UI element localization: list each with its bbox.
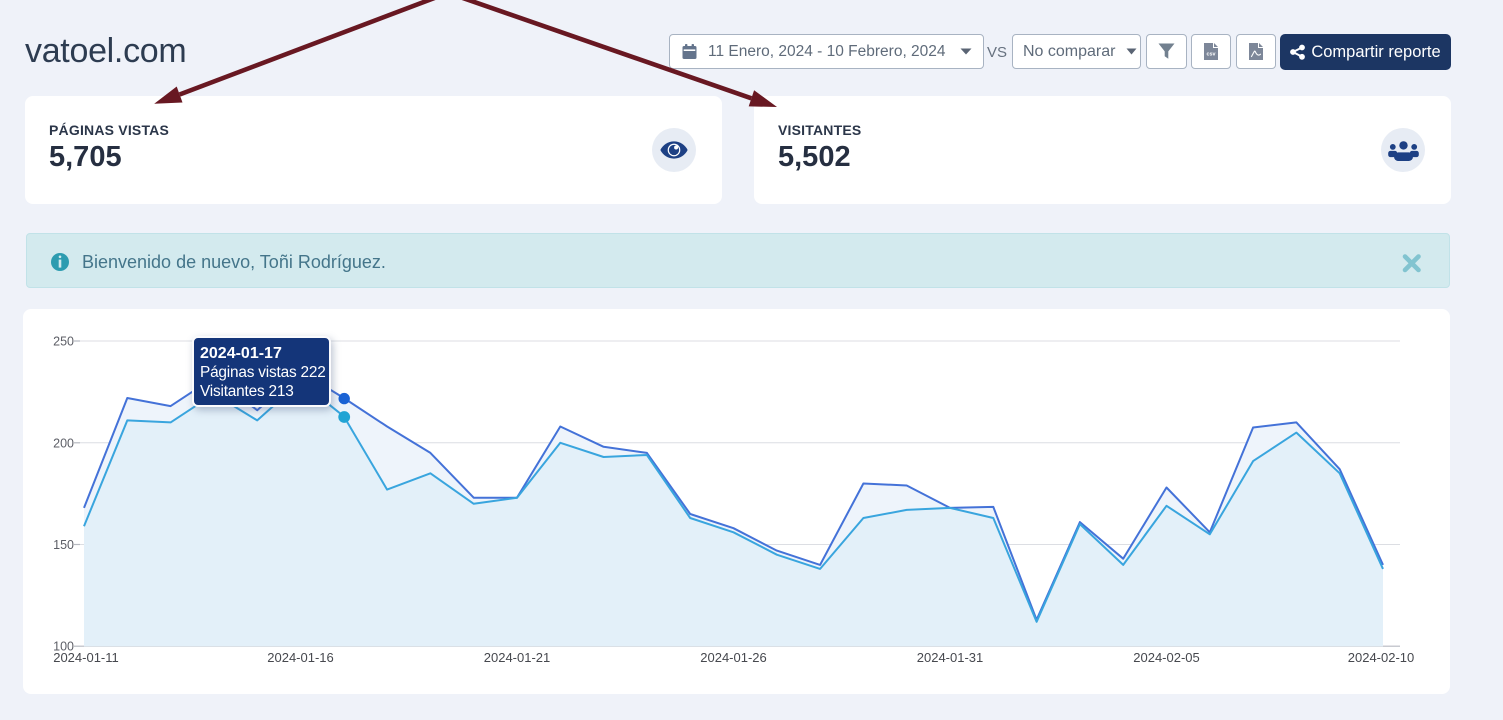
svg-text:csv: csv	[1207, 52, 1216, 58]
